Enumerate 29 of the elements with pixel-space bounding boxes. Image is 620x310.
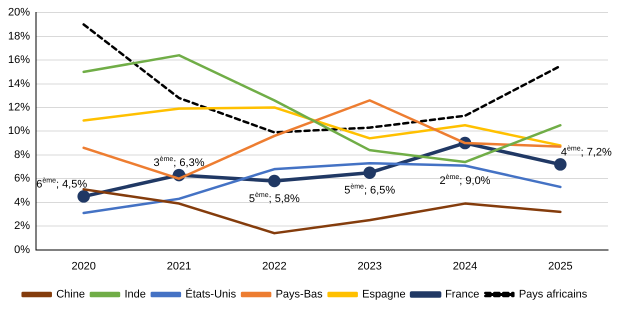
x-tick-label: 2024: [452, 260, 478, 272]
x-tick-label: 2022: [262, 260, 287, 272]
x-tick-label: 2023: [357, 260, 382, 272]
y-tick-label: 4%: [14, 196, 30, 208]
y-tick-label: 20%: [8, 6, 30, 19]
line-series: [82, 23, 562, 134]
y-tick-label: 6%: [14, 172, 30, 185]
y-tick-label: 12%: [8, 102, 30, 114]
y-tick-label: 2%: [14, 220, 30, 232]
x-tick-label: 2025: [548, 260, 573, 272]
legend-label: Espagne: [362, 288, 406, 301]
x-tick-label: 2020: [71, 260, 96, 272]
legend-label: Inde: [124, 288, 146, 301]
legend-label: Chine: [56, 288, 85, 301]
y-tick-label: 0%: [14, 244, 30, 256]
legend-label: États-Unis: [185, 288, 237, 301]
point: [268, 174, 281, 188]
point: [554, 158, 567, 171]
y-tick-label: 10%: [8, 125, 30, 138]
point: [77, 190, 90, 203]
x-tick-label: 2021: [166, 260, 192, 272]
y-tick-label: 14%: [8, 78, 30, 90]
legend-label: France: [445, 288, 480, 301]
legend-label: Pays-Bas: [276, 288, 324, 301]
point: [363, 166, 376, 179]
y-tick-label: 8%: [14, 148, 30, 161]
y-tick-label: 16%: [8, 54, 30, 66]
y-tick-label: 18%: [8, 30, 30, 42]
legend-label: Pays africains: [518, 288, 588, 301]
